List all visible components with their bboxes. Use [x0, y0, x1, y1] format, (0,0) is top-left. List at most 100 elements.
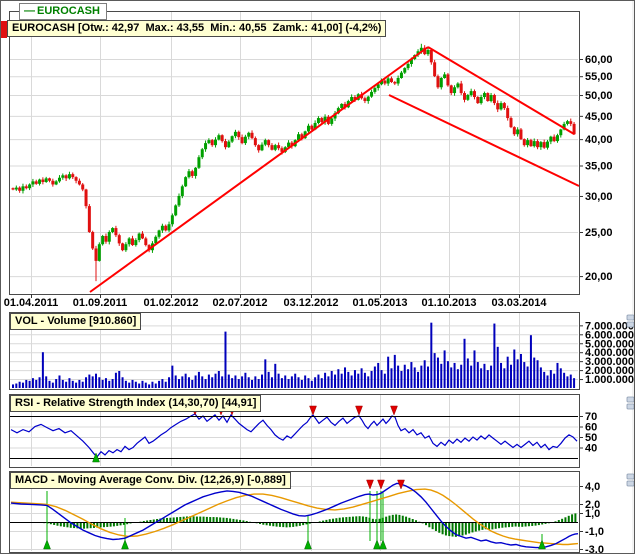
candle-body: [48, 178, 52, 181]
volume-bar: [317, 374, 320, 388]
volume-bar: [480, 368, 483, 388]
candle-body: [223, 141, 227, 148]
panel-collapse-button[interactable]: [626, 403, 634, 410]
volume-bar: [486, 370, 489, 388]
candle-body: [409, 59, 413, 65]
candle-body: [174, 205, 178, 216]
trend-line[interactable]: [427, 46, 575, 135]
panel-collapse-button[interactable]: [626, 314, 634, 321]
candle-body: [21, 186, 25, 191]
histogram-bar: [531, 522, 534, 526]
candle-body: [320, 118, 324, 123]
y-tick-label: 1.000.000: [585, 374, 634, 386]
histogram-bar: [215, 517, 218, 522]
panel-collapse-button[interactable]: [626, 321, 634, 328]
panel-collapse-button[interactable]: [626, 480, 634, 487]
panel-collapse-button[interactable]: [626, 396, 634, 403]
histogram-bar: [328, 519, 331, 522]
volume-bar: [158, 380, 161, 388]
volume-bar: [201, 376, 204, 388]
ohlc-info-bar: EUROCASH [Otw.: 42,97 Max.: 43,55 Min.: …: [7, 20, 387, 37]
volume-bar: [270, 377, 273, 388]
trend-line[interactable]: [388, 94, 580, 187]
candle-body: [486, 93, 490, 102]
candle-body: [572, 123, 576, 135]
candle-body: [127, 238, 131, 245]
volume-bar: [496, 346, 499, 388]
volume-bar: [440, 363, 443, 388]
candle-body: [227, 141, 231, 148]
candle-body: [466, 95, 470, 100]
candle-body: [187, 171, 191, 178]
sell-arrow-icon: [355, 405, 363, 416]
volume-bar: [68, 378, 71, 388]
histogram-bar: [212, 517, 215, 522]
candle-body: [479, 97, 483, 104]
trend-line[interactable]: [89, 46, 429, 293]
histogram-bar: [285, 522, 288, 528]
buy-arrow-icon: [92, 452, 100, 463]
candle-body: [214, 139, 218, 146]
candle-body: [190, 171, 194, 176]
histogram-bar: [199, 516, 202, 522]
volume-bar: [251, 379, 254, 388]
x-tick-label: 01.09.2011: [73, 297, 127, 309]
volume-bar: [420, 365, 423, 388]
volume-bar: [304, 375, 307, 388]
candle-body: [157, 230, 161, 237]
candle-body: [496, 103, 500, 110]
volume-bar: [573, 378, 576, 388]
y-tick-label: 3.000.000: [585, 356, 634, 368]
panel-collapse-button[interactable]: [626, 473, 634, 480]
volume-bar: [290, 376, 293, 388]
volume-bar: [151, 381, 154, 388]
volume-bar: [490, 365, 493, 388]
candle-body: [366, 96, 370, 102]
histogram-bar: [554, 521, 557, 523]
candle-body: [237, 131, 241, 138]
candle-body: [383, 80, 387, 84]
volume-bar: [257, 379, 260, 388]
volume-bar: [543, 371, 546, 388]
volume-bar: [569, 374, 572, 388]
sell-arrow-icon: [390, 405, 398, 416]
candle-body: [306, 125, 310, 132]
candle-body: [11, 188, 15, 190]
histogram-bar: [189, 516, 192, 522]
histogram-bar: [292, 522, 295, 527]
candle-body: [526, 140, 530, 146]
candle-body: [77, 180, 81, 185]
volume-bar: [41, 352, 44, 388]
candle-body: [439, 77, 443, 88]
candle-body: [210, 140, 214, 146]
volume-bar: [204, 379, 207, 388]
candle-body: [502, 103, 506, 109]
candle-body: [310, 125, 314, 130]
candle-body: [313, 122, 317, 130]
buy-arrow-icon: [379, 539, 387, 550]
candle-body: [140, 233, 144, 239]
candle-body: [476, 97, 480, 104]
volume-bar: [85, 377, 88, 388]
histogram-bar: [454, 522, 457, 537]
candle-body: [247, 132, 251, 137]
volume-bar: [294, 373, 297, 388]
volume-bar: [171, 365, 174, 388]
histogram-bar: [318, 521, 321, 523]
volume-bar: [430, 322, 433, 388]
volume-bar: [75, 382, 78, 388]
histogram-bar: [242, 520, 245, 522]
histogram-bar: [109, 522, 112, 527]
histogram-bar: [524, 522, 527, 527]
volume-bar: [563, 372, 566, 388]
panel-border: [9, 11, 580, 295]
candle-body: [84, 189, 88, 207]
x-tick-label: 02.07.2012: [212, 297, 267, 309]
candle-body: [144, 238, 148, 246]
candle-body: [87, 206, 91, 232]
candle-body: [200, 149, 204, 158]
volume-bar: [254, 376, 257, 388]
candle-body: [350, 97, 354, 102]
candle-body: [393, 82, 397, 84]
